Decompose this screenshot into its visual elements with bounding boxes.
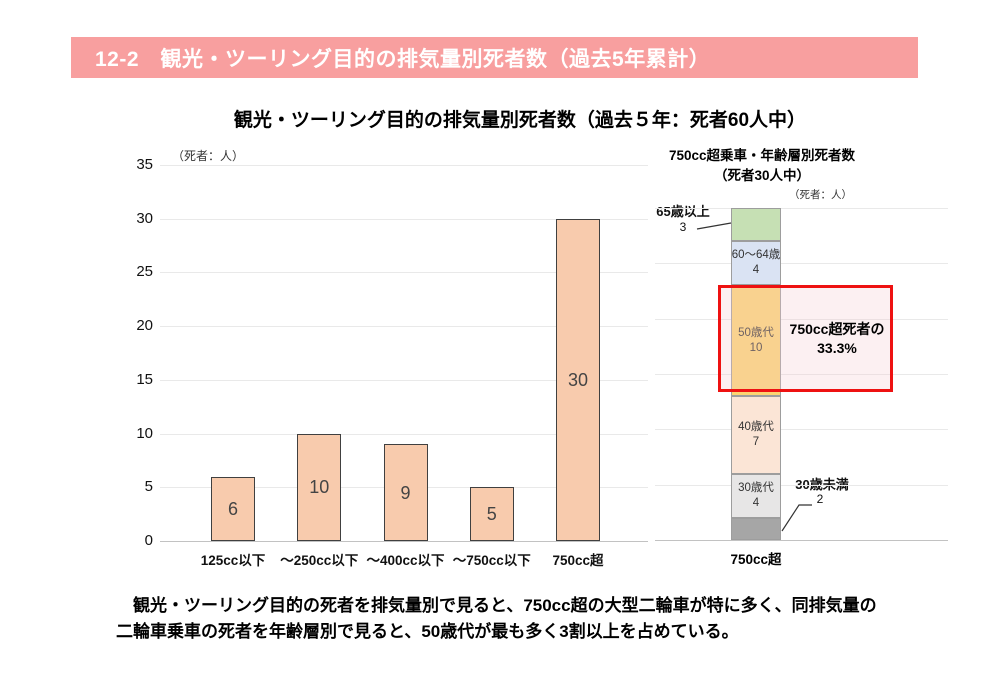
annotation-line2: 33.3%	[817, 339, 857, 356]
left-gridline	[160, 326, 648, 328]
left-y-tick-label: 0	[144, 532, 153, 549]
stacked-chart-title: 750cc超乗車・年齢層別死者数	[668, 148, 856, 163]
slide-header-title: 12-2 観光・ツーリング目的の排気量別死者数（過去5年累計）	[95, 47, 711, 71]
bar-value-label: 5	[486, 504, 497, 525]
summary-text: 観光・ツーリング目的の死者を排気量別で見ると、750cc超の大型二輪車が特に多く…	[116, 593, 886, 645]
left-x-category-label: ～400cc以下	[366, 553, 445, 568]
slide-header-bar: 12-2 観光・ツーリング目的の排気量別死者数（過去5年累計）	[71, 37, 918, 78]
bar	[211, 476, 255, 541]
left-gridline	[160, 272, 648, 274]
left-gridline	[160, 379, 648, 381]
bar-value-label: 30	[567, 369, 589, 390]
stacked-chart-category-label: 750cc超	[730, 552, 782, 567]
left-x-category-label: 750cc超	[552, 553, 604, 568]
bar	[297, 433, 342, 541]
left-y-tick-label: 5	[144, 478, 153, 496]
stacked-chart-subtitle: （死者30人中）	[713, 168, 811, 183]
left-gridline	[160, 433, 648, 435]
left-y-tick-label: 20	[136, 317, 153, 335]
left-gridline	[160, 541, 648, 542]
left-y-tick-label: 35	[136, 156, 153, 173]
summary-line1: 観光・ツーリング目的の死者を排気量別で見ると、750cc超の大型二輪車が特に多く…	[116, 596, 877, 615]
chart-main-title: 観光・ツーリング目的の排気量別死者数（過去５年：死者60人中）	[233, 110, 807, 131]
annotation-line1: 750cc超死者の	[789, 320, 885, 337]
bar-value-label: 6	[227, 498, 238, 519]
left-y-tick-label: 25	[136, 263, 153, 281]
stack-segment-30歳未満	[731, 517, 781, 540]
bar-value-label: 10	[309, 477, 330, 498]
stack-segment-40歳代	[731, 396, 781, 474]
left-y-tick-label: 10	[136, 424, 153, 442]
right-gridline	[655, 263, 948, 265]
value-under-30: 2	[816, 492, 824, 506]
left-gridline	[160, 218, 648, 220]
bar	[469, 487, 514, 541]
bar	[556, 218, 600, 541]
stack-segment-label: 60～64歳 4	[731, 249, 781, 277]
summary-line2: 二輪車乗車の死者を年齢層別で見ると、50歳代が最も多く3割以上を占めている。	[116, 622, 739, 641]
left-y-tick-label: 30	[136, 209, 153, 227]
right-gridline	[655, 374, 948, 375]
right-gridline	[655, 429, 948, 431]
stack-segment-65歳以上	[731, 208, 781, 242]
annotation-50s-share: 750cc超死者の 33.3%	[781, 285, 893, 392]
bar	[383, 444, 428, 541]
stack-segment-label: 40歳代 7	[738, 420, 774, 448]
right-gridline	[655, 540, 948, 541]
left-gridline	[160, 165, 648, 166]
left-x-category-label: ～750cc以下	[452, 553, 531, 568]
right-gridline	[655, 208, 948, 209]
right-gridline	[655, 484, 948, 486]
left-x-category-label: ～250cc以下	[280, 553, 359, 568]
stack-segment-label: 50歳代 10	[738, 326, 774, 354]
left-chart-unit-label: （死者：人）	[172, 149, 245, 163]
stack-segment-label: 30歳代 4	[738, 481, 774, 509]
stack-segment-60～64歳	[731, 241, 781, 286]
right-gridline	[655, 318, 948, 320]
stacked-chart-unit-label: （死者：人）	[789, 189, 852, 201]
left-y-tick-label: 15	[136, 370, 153, 388]
value-65-and-over: 3	[679, 220, 687, 234]
highlight-box-50s	[718, 285, 893, 392]
stack-segment-30歳代	[731, 473, 781, 518]
label-65-and-over: 65歳以上	[656, 204, 710, 219]
left-x-category-label: 125cc以下	[200, 553, 266, 568]
label-under-30: 30歳未満	[795, 477, 849, 492]
bar-value-label: 9	[400, 482, 411, 503]
